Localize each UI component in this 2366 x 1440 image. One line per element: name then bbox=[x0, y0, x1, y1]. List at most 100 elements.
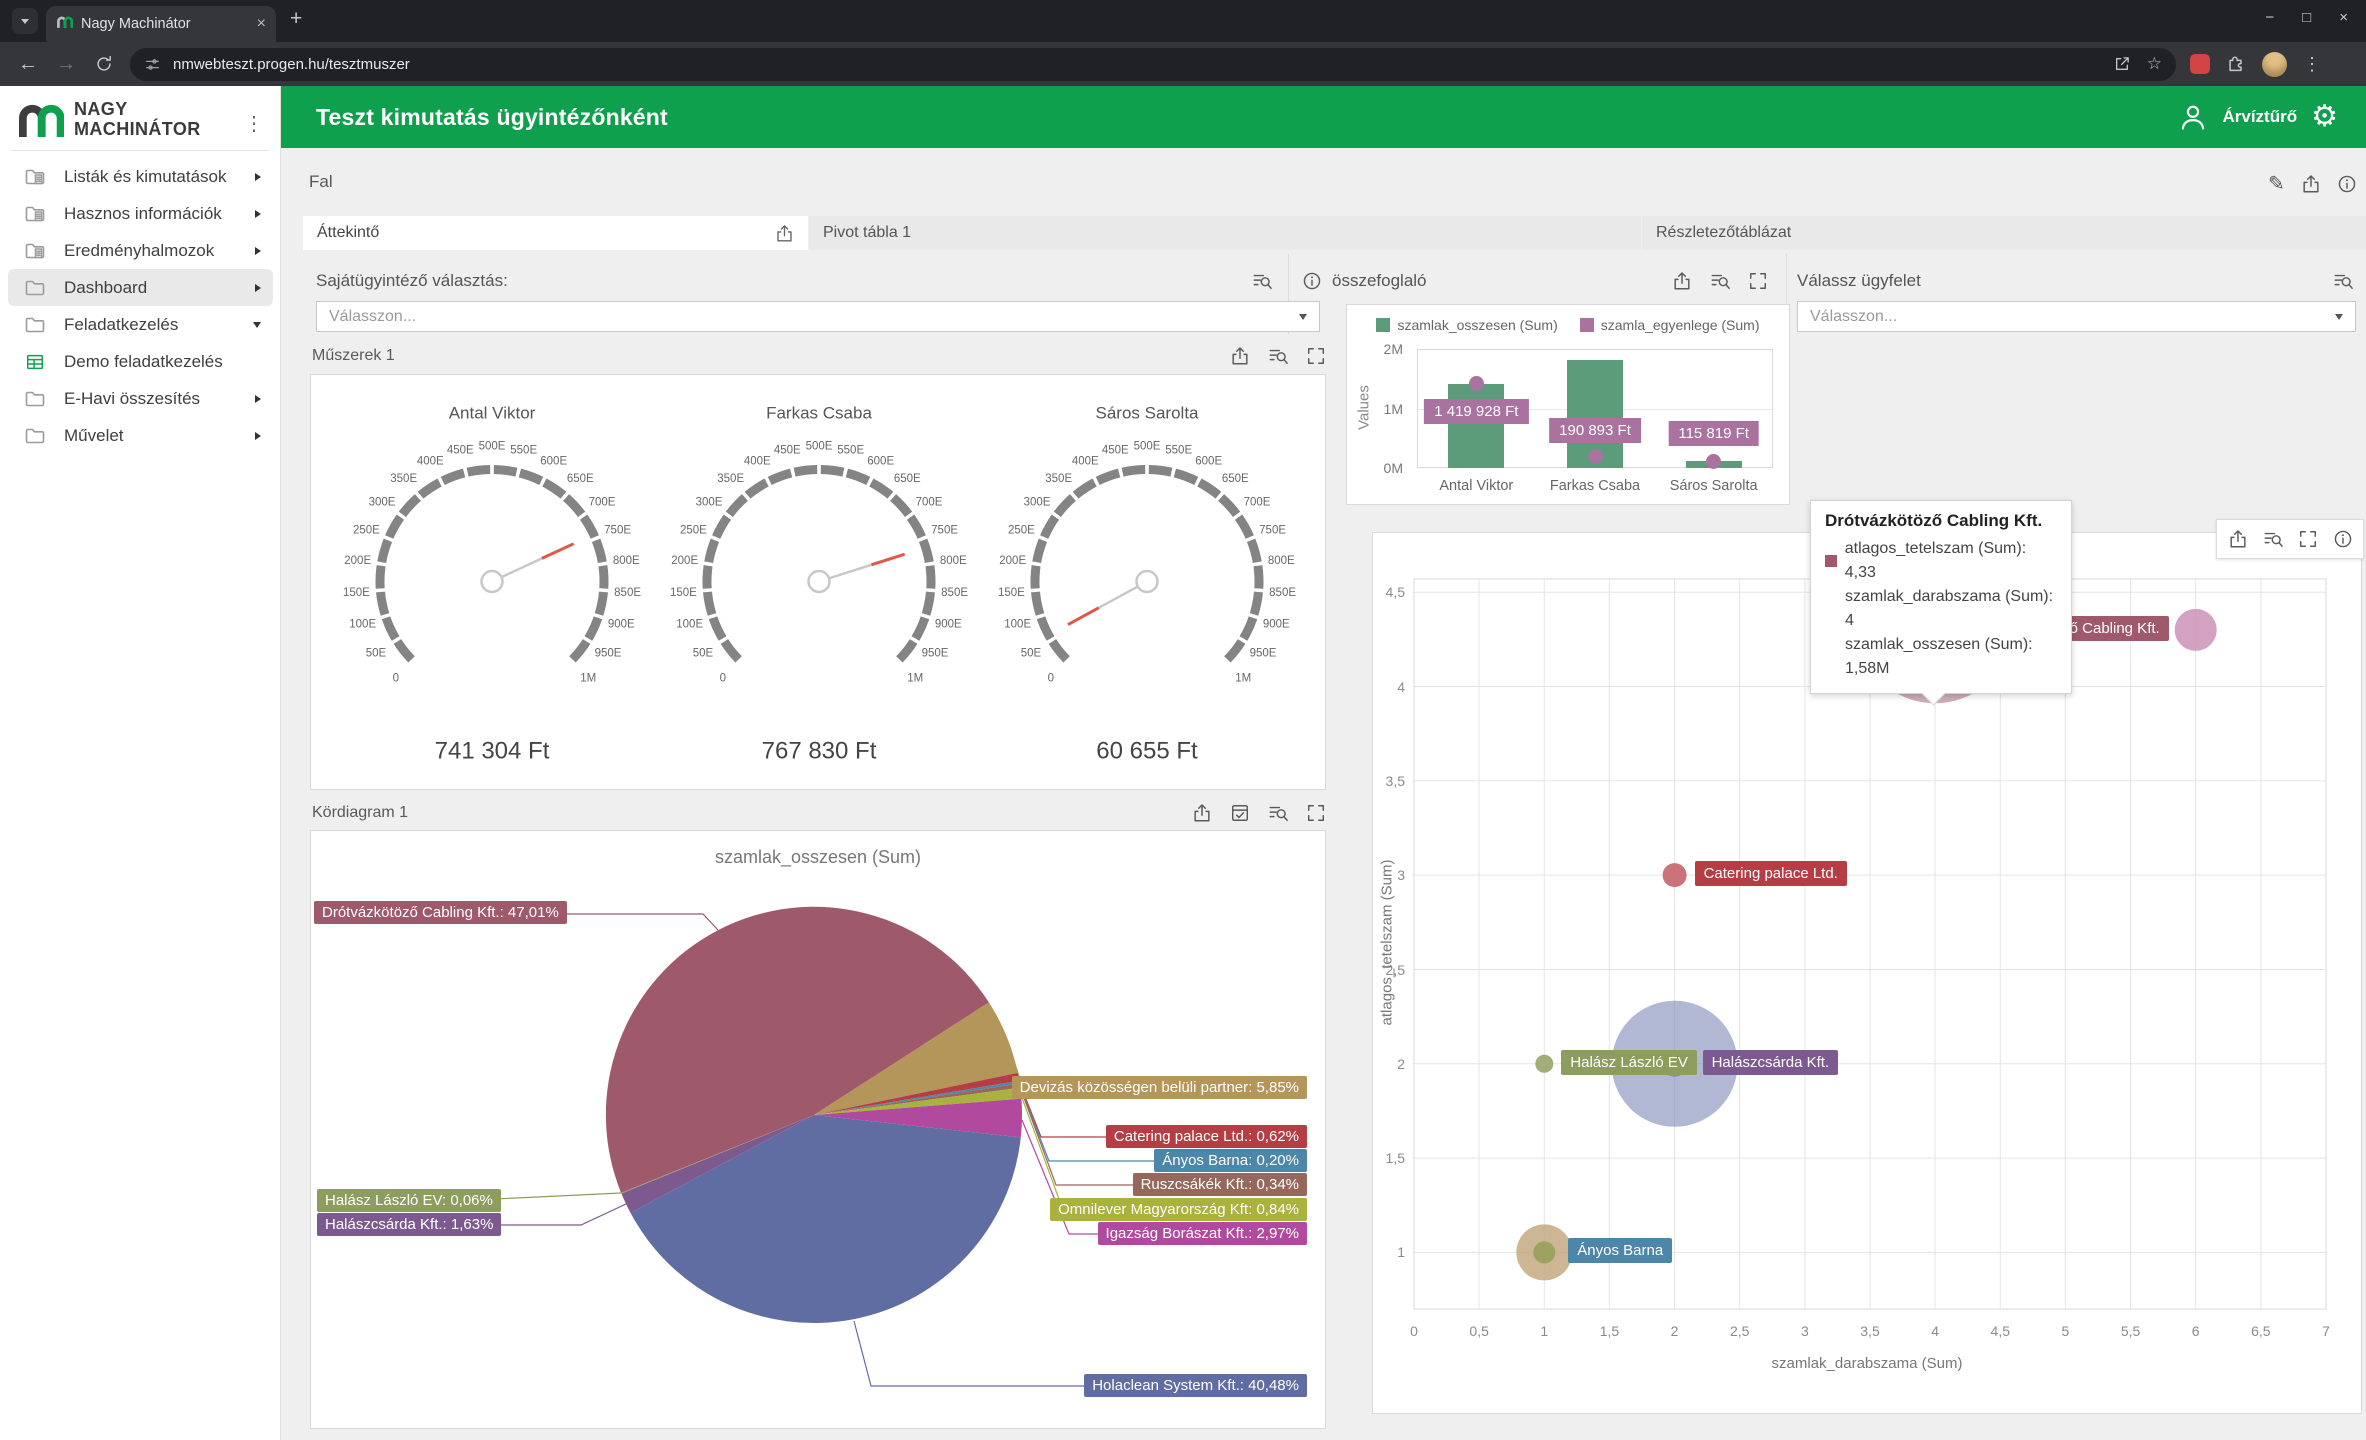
new-tab-button[interactable]: + bbox=[290, 7, 303, 30]
profile-avatar[interactable] bbox=[2262, 51, 2287, 77]
tab-close-icon[interactable]: × bbox=[256, 15, 266, 32]
info-icon[interactable] bbox=[2333, 529, 2353, 549]
filter-search-icon[interactable] bbox=[1268, 346, 1288, 366]
sidebar-item-ehavi[interactable]: E-Havi összesítés bbox=[8, 380, 273, 417]
expand-icon[interactable] bbox=[1306, 346, 1326, 366]
pie-slice[interactable] bbox=[814, 1080, 1020, 1115]
info-icon[interactable] bbox=[1302, 271, 1322, 291]
gauge-2[interactable]: Farkas Csaba 0 50E 100E 150E 200E 250E 300E 350E… bbox=[654, 379, 984, 784]
tab-reszletezotablazat[interactable]: Részletezőtáblázat bbox=[1642, 216, 2366, 250]
svg-text:350E: 350E bbox=[390, 473, 417, 485]
sidebar-item-eredmeny[interactable]: Eredményhalmozok bbox=[8, 232, 273, 269]
adblock-extension-icon[interactable] bbox=[2190, 54, 2210, 74]
gauge-chart: Antal Viktor 0 50E 100E 150E 200E 250E 300E 350E… bbox=[343, 404, 641, 765]
point-marker[interactable] bbox=[1468, 376, 1484, 391]
forward-button[interactable]: → bbox=[56, 52, 76, 75]
pie-slice[interactable] bbox=[814, 1083, 1021, 1115]
sidebar-menu-icon[interactable]: ⋮ bbox=[244, 113, 264, 135]
maximize-icon[interactable]: □ bbox=[2302, 9, 2312, 26]
sidebar-item-hasznos[interactable]: Hasznos információk bbox=[8, 195, 273, 232]
gauge-1[interactable]: Antal Viktor 0 50E 100E 150E 200E 250E 300E 350E… bbox=[327, 379, 657, 784]
expand-icon[interactable] bbox=[2298, 529, 2318, 549]
gauge-3[interactable]: Sáros Sarolta 0 50E 100E 150E 200E 250E 300E 350… bbox=[982, 379, 1312, 784]
chart-toolbar bbox=[2216, 519, 2364, 559]
gauge-chart: Sáros Sarolta 0 50E 100E 150E 200E 250E 300E 350… bbox=[998, 404, 1296, 765]
minimize-icon[interactable]: − bbox=[2265, 9, 2275, 26]
sidebar-item-dashboard[interactable]: Dashboard bbox=[8, 269, 273, 306]
browser-menu-icon[interactable]: ⋮ bbox=[2303, 53, 2321, 74]
browser-tab[interactable]: Nagy Machinátor × bbox=[46, 6, 276, 42]
info-icon[interactable] bbox=[2337, 174, 2357, 194]
x-axis-title: szamlak_darabszama (Sum) bbox=[1771, 1355, 1963, 1372]
share-icon[interactable] bbox=[775, 224, 794, 243]
svg-text:650E: 650E bbox=[567, 473, 594, 485]
site-settings-icon[interactable] bbox=[144, 56, 161, 73]
pie-slice[interactable] bbox=[630, 1115, 1021, 1323]
svg-text:950E: 950E bbox=[595, 648, 622, 660]
filter-search-icon[interactable] bbox=[1252, 271, 1272, 291]
sidebar-item-demo-feladatkezeles[interactable]: Demo feladatkezelés bbox=[8, 343, 273, 380]
extensions-puzzle-icon[interactable] bbox=[2226, 54, 2246, 74]
reload-button[interactable] bbox=[94, 54, 114, 74]
svg-text:Farkas Csaba: Farkas Csaba bbox=[766, 404, 872, 423]
pie-slice[interactable] bbox=[814, 1087, 1022, 1115]
close-icon[interactable]: × bbox=[2339, 9, 2348, 26]
app-logo: NAGY MACHINÁTOR bbox=[16, 99, 201, 139]
svg-text:400E: 400E bbox=[417, 455, 444, 467]
tab-attekinto[interactable]: Áttekintő bbox=[303, 216, 808, 250]
expand-icon[interactable] bbox=[1306, 803, 1326, 823]
scatter-bubble[interactable] bbox=[1535, 1054, 1554, 1073]
summary-title: összefoglaló bbox=[1332, 271, 1427, 290]
share-icon[interactable] bbox=[1230, 346, 1250, 366]
svg-text:600E: 600E bbox=[540, 455, 567, 467]
share-icon[interactable] bbox=[1192, 803, 1212, 823]
table-check-icon[interactable] bbox=[1230, 803, 1250, 823]
category-label: Sáros Sarolta bbox=[1669, 478, 1758, 494]
pie-slice-label: Devizás közösségen belüli partner: 5,85% bbox=[1011, 1076, 1307, 1099]
edit-icon[interactable]: ✎ bbox=[2268, 173, 2285, 195]
sidebar-item-muvelet[interactable]: Művelet bbox=[8, 417, 273, 454]
agent-select-dropdown[interactable]: Válasszon... bbox=[316, 301, 1320, 332]
share-icon[interactable] bbox=[2301, 174, 2321, 194]
pie-slice[interactable] bbox=[814, 1072, 1020, 1115]
scatter-bubble[interactable] bbox=[2174, 608, 2217, 651]
user-icon[interactable] bbox=[2178, 102, 2208, 132]
pie-slice[interactable] bbox=[621, 1115, 814, 1213]
customer-select-dropdown[interactable]: Válasszon... bbox=[1797, 301, 2356, 332]
browser-extras: ⋮ bbox=[2190, 51, 2321, 77]
bubble-label: Ányos Barna bbox=[1568, 1238, 1673, 1264]
open-in-new-icon[interactable] bbox=[2113, 55, 2131, 73]
filter-search-icon[interactable] bbox=[1268, 803, 1288, 823]
url-bar[interactable]: nmwebteszt.progen.hu/tesztmuszer ☆ bbox=[130, 47, 2176, 81]
settings-gear-icon[interactable]: ⚙ bbox=[2311, 100, 2338, 133]
share-icon[interactable] bbox=[1672, 271, 1692, 291]
back-button[interactable]: ← bbox=[18, 52, 38, 75]
expand-icon[interactable] bbox=[1748, 271, 1768, 291]
data-label: 115 819 Ft bbox=[1668, 421, 1759, 446]
filter-search-icon[interactable] bbox=[2263, 529, 2283, 549]
share-icon[interactable] bbox=[2228, 529, 2248, 549]
pie-slice[interactable] bbox=[814, 1002, 1018, 1115]
svg-text:150E: 150E bbox=[998, 587, 1025, 599]
window-controls[interactable]: − □ × bbox=[2265, 9, 2348, 26]
bar[interactable] bbox=[1448, 383, 1505, 468]
sidebar-item-feladatkezeles[interactable]: Feladatkezelés bbox=[8, 306, 273, 343]
pie-slice[interactable] bbox=[621, 1115, 814, 1194]
point-marker[interactable] bbox=[1587, 449, 1603, 465]
bar-legend: szamlak_osszesen (Sum) szamla_egyenlege (… bbox=[1347, 317, 1789, 333]
svg-text:250E: 250E bbox=[1008, 525, 1035, 537]
bookmark-star-icon[interactable]: ☆ bbox=[2146, 54, 2162, 73]
filter-search-icon[interactable] bbox=[2333, 271, 2353, 291]
point-marker[interactable] bbox=[1706, 453, 1722, 469]
svg-text:50E: 50E bbox=[693, 648, 714, 660]
sidebar-item-listak[interactable]: Listák és kimutatások bbox=[8, 158, 273, 195]
tab-pivot-tabla[interactable]: Pivot tábla 1 bbox=[809, 216, 1641, 250]
svg-text:100E: 100E bbox=[676, 619, 703, 631]
filter-search-icon[interactable] bbox=[1710, 271, 1730, 291]
tab-search-button[interactable] bbox=[12, 8, 38, 34]
svg-text:100E: 100E bbox=[1004, 619, 1031, 631]
pie-slice[interactable] bbox=[605, 906, 989, 1193]
point-marker[interactable] bbox=[1533, 1241, 1556, 1264]
pie-slice[interactable] bbox=[814, 1098, 1023, 1138]
scatter-bubble[interactable] bbox=[1662, 863, 1687, 888]
